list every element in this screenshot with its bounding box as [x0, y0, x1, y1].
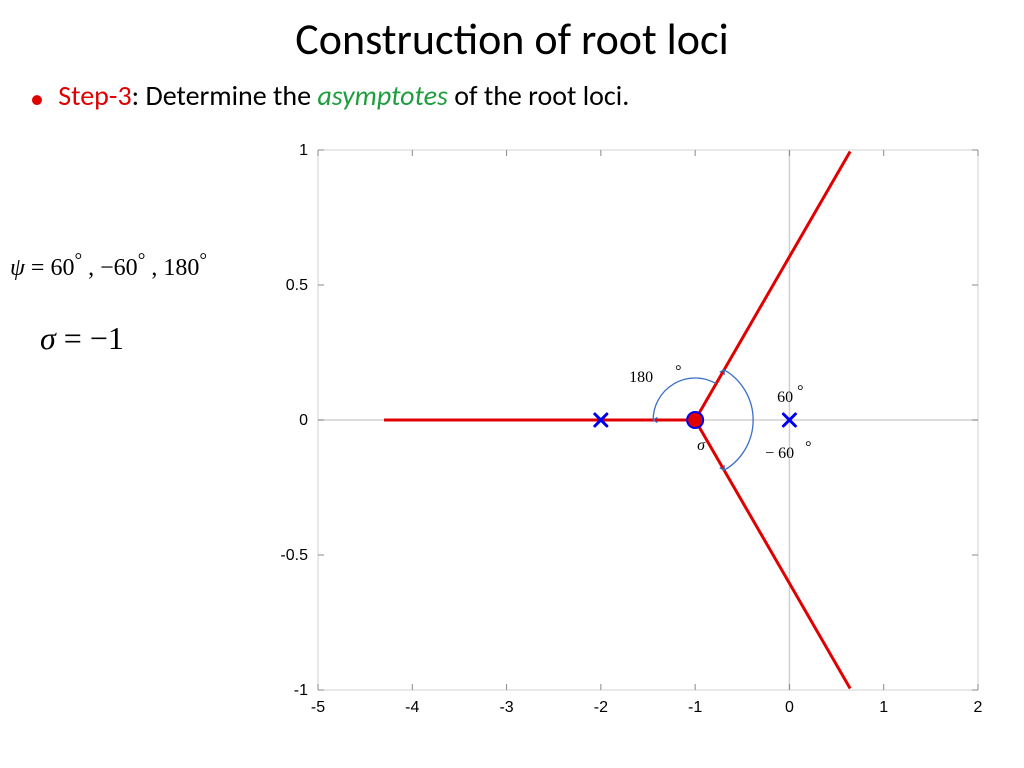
bullet-step3: • Step-3: Determine the asymptotes of th…: [30, 78, 629, 116]
svg-text:1: 1: [299, 142, 308, 159]
svg-text:1: 1: [879, 699, 888, 716]
svg-text:°: °: [675, 363, 681, 380]
svg-text:°: °: [797, 383, 803, 400]
bullet-text-2: of the root loci.: [448, 78, 629, 113]
equation-sigma: σ = −1: [40, 320, 300, 357]
angle-label-60: 60: [777, 389, 793, 406]
equation-psi: ψ = 60° , −60° , 180°: [10, 250, 270, 282]
svg-text:2: 2: [974, 699, 983, 716]
svg-text:-1: -1: [294, 682, 308, 699]
bullet-dot-icon: •: [30, 81, 44, 116]
page-title: Construction of root loci: [0, 12, 1024, 66]
svg-text:°: °: [805, 439, 811, 456]
angle-label-m60: − 60: [765, 445, 794, 462]
svg-text:0: 0: [299, 412, 308, 429]
svg-text:-0.5: -0.5: [280, 547, 308, 564]
svg-text:-4: -4: [405, 699, 419, 716]
svg-text:-1: -1: [688, 699, 702, 716]
svg-text:0.5: 0.5: [286, 277, 308, 294]
step-label: Step-3: [58, 78, 131, 113]
svg-text:-3: -3: [499, 699, 513, 716]
asymptotes-word: asymptotes: [317, 78, 447, 113]
bullet-text-1: : Determine the: [132, 78, 318, 113]
root-locus-plot: -5-4-3-2-1012-1-0.500.5160°− 60°180°σ: [278, 140, 998, 730]
svg-text:-2: -2: [594, 699, 608, 716]
svg-text:-5: -5: [311, 699, 325, 716]
angle-label-180: 180: [629, 369, 653, 386]
centroid-point: [687, 412, 703, 428]
svg-text:0: 0: [785, 699, 794, 716]
sigma-label: σ: [697, 437, 706, 454]
